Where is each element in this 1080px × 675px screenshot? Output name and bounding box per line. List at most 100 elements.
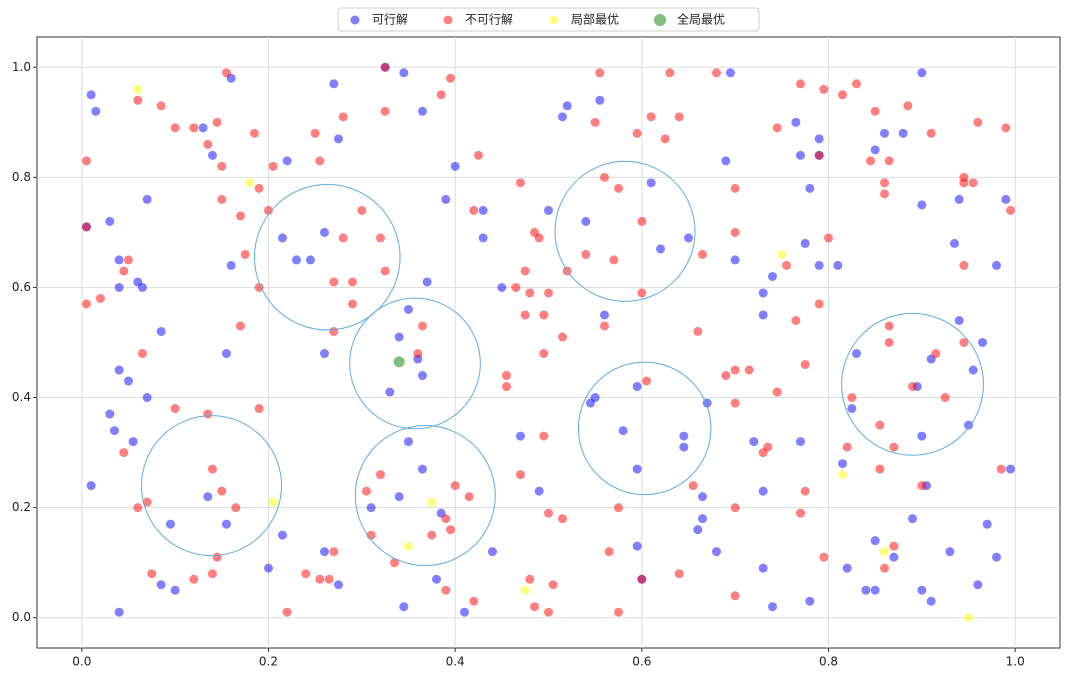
scatter-point (128, 437, 138, 447)
scatter-point (459, 607, 469, 617)
scatter-point (796, 150, 806, 160)
scatter-point (632, 128, 642, 138)
scatter-point (730, 398, 740, 408)
y-tick-label: 0.6 (12, 280, 31, 294)
scatter-point (861, 585, 871, 595)
scatter-point (347, 277, 357, 287)
scatter-point (450, 481, 460, 491)
scatter-point (730, 183, 740, 193)
scatter-point (1006, 464, 1016, 474)
scatter-point (245, 178, 255, 188)
scatter-point (212, 552, 222, 562)
scatter-point (917, 585, 927, 595)
scatter-point (600, 310, 610, 320)
scatter-point (917, 68, 927, 78)
scatter-point (964, 613, 974, 623)
scatter-point (544, 205, 553, 215)
scatter-point (240, 249, 250, 259)
y-tick-label: 0.4 (12, 390, 31, 404)
scatter-point (908, 382, 918, 392)
y-tick-label: 1.0 (12, 60, 31, 74)
scatter-point (996, 464, 1006, 474)
scatter-point (590, 393, 600, 403)
scatter-point (1006, 205, 1016, 215)
scatter-point (534, 486, 544, 496)
scatter-point (698, 514, 708, 524)
region-circle (841, 312, 984, 456)
scatter-point (992, 552, 1002, 562)
scatter-point (544, 508, 553, 518)
scatter-point (903, 101, 913, 111)
scatter-point (301, 569, 311, 579)
scatter-point (375, 233, 385, 243)
scatter-point (693, 525, 703, 535)
scatter-point (590, 117, 600, 127)
scatter-point (665, 68, 675, 78)
scatter-point (954, 315, 964, 325)
scatter-point (170, 585, 180, 595)
scatter-point (464, 492, 474, 502)
scatter-point (600, 321, 610, 331)
scatter-point (268, 497, 278, 507)
scatter-point (156, 101, 166, 111)
scatter-point (380, 106, 390, 116)
scatter-point (393, 356, 405, 368)
scatter-point (427, 497, 437, 507)
scatter-point (520, 585, 530, 595)
scatter-point (203, 492, 213, 502)
scatter-point (515, 178, 525, 188)
x-tick-label: 0.2 (259, 655, 278, 669)
scatter-point (632, 464, 642, 474)
scatter-point (81, 156, 91, 166)
scatter-point (329, 547, 339, 557)
scatter-point (866, 156, 876, 166)
scatter-point (427, 530, 437, 540)
scatter-point (114, 282, 124, 292)
scatter-point (403, 541, 413, 551)
scatter-point (917, 431, 927, 441)
scatter-point (478, 205, 488, 215)
scatter-point (189, 123, 199, 133)
scatter-point (221, 519, 231, 529)
scatter-point (712, 68, 722, 78)
scatter-point (595, 68, 605, 78)
scatter-point (646, 178, 656, 188)
scatter-point (305, 255, 315, 265)
scatter-point (880, 128, 890, 138)
scatter-point (791, 315, 801, 325)
scatter-point (375, 470, 385, 480)
scatter-point (399, 602, 409, 612)
scatter-point (749, 437, 759, 447)
scatter-point (207, 150, 217, 160)
scatter-point (198, 123, 208, 133)
x-tick-label: 1.0 (1006, 655, 1025, 669)
scatter-point (254, 404, 264, 414)
scatter-point (156, 326, 166, 336)
scatter-point (380, 62, 390, 72)
scatter-point (105, 216, 115, 226)
scatter-point (992, 260, 1002, 270)
scatter-point (142, 393, 152, 403)
scatter-point (249, 128, 259, 138)
scatter-point (595, 95, 605, 105)
scatter-point (973, 117, 983, 127)
scatter-point (487, 547, 497, 557)
scatter-point (137, 282, 147, 292)
scatter-point (763, 442, 773, 452)
scatter-point (880, 189, 890, 199)
scatter-point (539, 349, 549, 359)
y-tick-label: 0.8 (12, 170, 31, 184)
scatter-point (917, 481, 927, 491)
scatter-point (445, 73, 455, 83)
scatter-point (539, 431, 549, 441)
scatter-point (614, 183, 624, 193)
region-circle (141, 415, 283, 557)
scatter-point (973, 580, 983, 590)
scatter-point (231, 503, 241, 513)
scatter-point (520, 266, 530, 276)
scatter-point (417, 371, 427, 381)
scatter-point (940, 393, 950, 403)
scatter-point (86, 481, 96, 491)
scatter-point (852, 349, 862, 359)
